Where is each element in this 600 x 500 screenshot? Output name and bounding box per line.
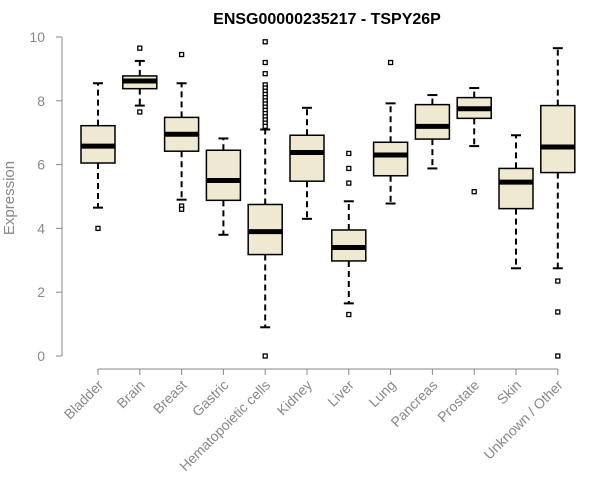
y-tick-label: 8 bbox=[37, 93, 45, 109]
x-tick-label: Unknown / Other bbox=[480, 377, 566, 463]
box-5 bbox=[247, 39, 283, 359]
x-tick-label: Kidney bbox=[274, 377, 316, 419]
box-7 bbox=[331, 150, 367, 318]
outlier-point bbox=[137, 109, 143, 115]
box-8 bbox=[372, 59, 409, 205]
x-tick-label: Breast bbox=[150, 377, 190, 417]
box-11 bbox=[498, 134, 534, 270]
boxes-group bbox=[80, 39, 576, 359]
x-tick-label: Bladder bbox=[61, 377, 107, 423]
y-axis: 0 2 4 6 8 10 bbox=[29, 29, 63, 364]
box-1 bbox=[80, 82, 116, 232]
outlier-point bbox=[387, 59, 394, 66]
y-tick-label: 0 bbox=[37, 348, 45, 364]
box-6 bbox=[289, 106, 325, 220]
box-4 bbox=[205, 137, 242, 236]
y-tick-label: 2 bbox=[37, 284, 45, 300]
box-3 bbox=[163, 51, 200, 212]
box-iqr bbox=[289, 134, 325, 182]
x-tick-label: Skin bbox=[494, 377, 525, 408]
outlier-point bbox=[137, 45, 143, 51]
box-2 bbox=[122, 45, 158, 115]
y-axis-label: Expression bbox=[1, 161, 18, 235]
box-iqr bbox=[372, 141, 409, 177]
outlier-point bbox=[262, 71, 268, 77]
outlier-point bbox=[555, 309, 561, 315]
outlier-point bbox=[178, 206, 185, 212]
x-tick-label: Liver bbox=[324, 377, 357, 410]
box-9 bbox=[414, 94, 451, 170]
outlier-point bbox=[262, 123, 268, 129]
outlier-point bbox=[262, 59, 268, 66]
y-tick-label: 10 bbox=[29, 29, 45, 45]
outlier-point bbox=[346, 311, 352, 318]
outlier-point bbox=[262, 353, 268, 359]
outlier-point bbox=[471, 189, 477, 195]
outlier-point bbox=[95, 225, 101, 232]
outlier-point bbox=[262, 39, 268, 45]
outlier-point bbox=[346, 180, 352, 186]
outlier-point bbox=[555, 353, 561, 359]
box-iqr bbox=[540, 104, 576, 174]
chart-title: ENSG00000235217 - TSPY26P bbox=[213, 11, 441, 28]
x-tick-label: Brain bbox=[113, 377, 147, 411]
x-tick-label: Lung bbox=[365, 377, 398, 410]
outlier-point bbox=[555, 278, 561, 284]
x-tick-label: Prostate bbox=[434, 377, 482, 425]
box-iqr bbox=[205, 149, 242, 202]
box-10 bbox=[456, 87, 492, 195]
outlier-point bbox=[178, 51, 185, 58]
box-12 bbox=[540, 47, 576, 359]
y-tick-label: 4 bbox=[37, 220, 45, 236]
y-tick-label: 6 bbox=[37, 157, 45, 173]
box-iqr bbox=[498, 167, 534, 210]
outlier-point bbox=[346, 165, 352, 172]
outlier-point bbox=[346, 150, 352, 157]
box-iqr bbox=[414, 103, 451, 140]
